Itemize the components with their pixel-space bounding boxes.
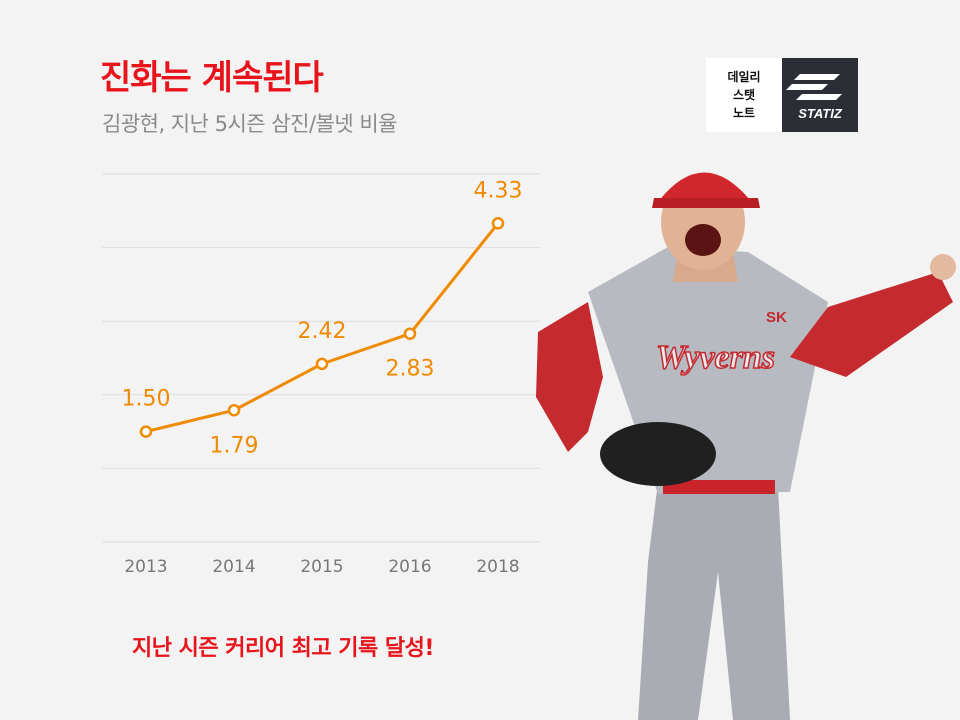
data-label: 4.33	[474, 178, 523, 203]
chart-title: 진화는 계속된다	[100, 58, 324, 98]
footer-caption: 지난 시즌 커리어 최고 기록 달성!	[132, 636, 434, 661]
data-label: 2.83	[386, 357, 435, 382]
logo-line-3: 노트	[732, 106, 756, 120]
x-tick-label: 2014	[212, 557, 255, 577]
svg-text:Wyverns: Wyverns	[656, 339, 775, 376]
statiz-stripes-icon	[786, 74, 842, 100]
chart-grid	[102, 173, 540, 543]
line-chart: 1.501.792.422.834.33 2013 2014 2015 2016 201…	[102, 173, 540, 577]
data-label: 1.79	[210, 433, 259, 458]
chart-subtitle: 김광현, 지난 5시즌 삼진/볼넷 비율	[102, 112, 397, 136]
logo-line-2: 스탯	[732, 88, 756, 102]
svg-text:SK: SK	[766, 309, 787, 326]
brand-logo: 데일리 스탯 노트 STATIZ	[706, 58, 858, 132]
statiz-logo: STATIZ	[782, 58, 858, 132]
data-label: 2.42	[298, 319, 347, 344]
player-photo: Wyverns SK	[536, 172, 956, 720]
data-point	[139, 425, 153, 438]
statiz-wordmark: STATIZ	[798, 106, 842, 121]
chart-series: 1.50 1.79 2.42 2.83 4.33	[122, 178, 523, 458]
data-label: 1.50	[122, 387, 171, 412]
x-tick-label: 2013	[124, 557, 167, 577]
x-tick-label: 2015	[300, 557, 343, 577]
x-axis-ticks: 2013 2014 2015 2016 2018	[124, 557, 519, 577]
x-tick-label: 2018	[476, 557, 519, 577]
daily-stat-note-logo: 데일리 스탯 노트	[706, 58, 782, 132]
logo-line-1: 데일리	[727, 70, 761, 84]
data-point	[227, 404, 241, 417]
data-point	[315, 357, 329, 371]
data-point	[491, 217, 505, 230]
x-tick-label: 2016	[388, 557, 431, 577]
data-point	[403, 327, 417, 340]
